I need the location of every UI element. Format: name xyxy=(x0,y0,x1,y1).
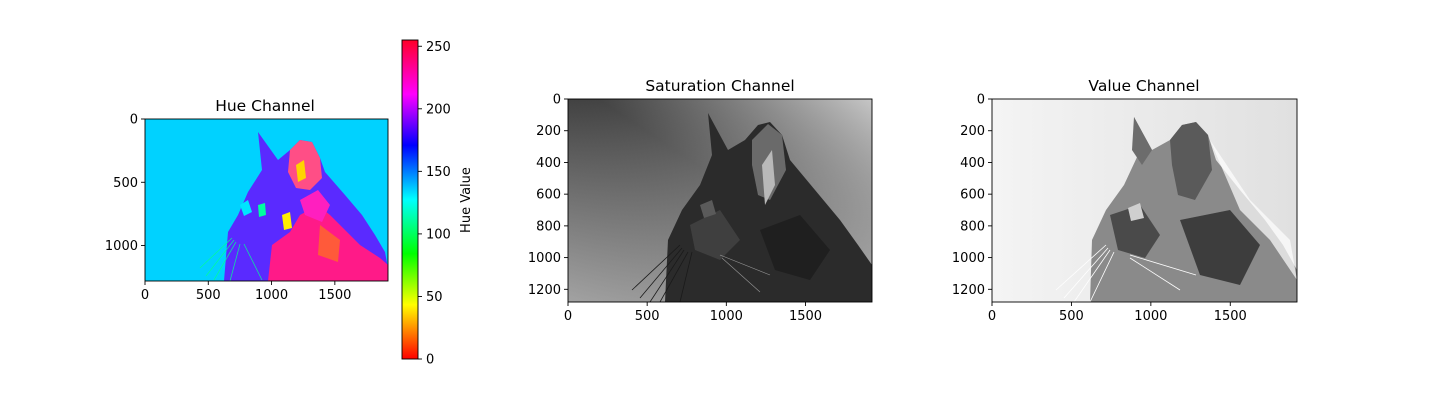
saturation-axes: 0 500 1000 1500 0 200 400 600 800 1000 1200 xyxy=(528,93,822,325)
y-tick-label: 600 xyxy=(536,188,561,203)
y-tick-label: 0 xyxy=(553,93,561,108)
y-tick-label: 0 xyxy=(977,93,985,108)
value-channel-panel: Value Channel 0 500 1000 1500 0 200 400 600 800 1… xyxy=(952,77,1298,325)
colorbar-tick-label: 250 xyxy=(426,40,451,55)
x-tick-label: 0 xyxy=(988,309,996,324)
colorbar-ticks: 0 50 100 150 200 250 xyxy=(418,40,451,368)
hue-panel-title: Hue Channel xyxy=(215,97,315,115)
y-tick-label: 800 xyxy=(960,219,985,234)
x-tick-label: 1000 xyxy=(255,288,288,303)
y-tick-label: 200 xyxy=(960,124,985,139)
colorbar-tick-label: 100 xyxy=(426,227,451,242)
y-tick-label: 1000 xyxy=(105,239,138,254)
value-image xyxy=(992,99,1297,302)
x-tick-label: 1000 xyxy=(710,309,743,324)
saturation-panel-title: Saturation Channel xyxy=(645,77,794,95)
y-tick-label: 600 xyxy=(960,188,985,203)
y-tick-label: 1200 xyxy=(952,283,985,298)
x-tick-label: 0 xyxy=(564,309,572,324)
x-tick-label: 1500 xyxy=(318,288,351,303)
y-tick-label: 1200 xyxy=(528,283,561,298)
y-tick-label: 1000 xyxy=(528,251,561,266)
colorbar-tick-label: 150 xyxy=(426,165,451,180)
y-tick-label: 200 xyxy=(536,124,561,139)
hue-axes: 0 500 1000 1500 0 500 1000 xyxy=(105,113,351,304)
x-tick-label: 500 xyxy=(1059,309,1084,324)
x-tick-label: 0 xyxy=(141,288,149,303)
colorbar-label: Hue Value xyxy=(459,167,474,233)
y-tick-label: 500 xyxy=(113,176,138,191)
y-tick-label: 400 xyxy=(536,156,561,171)
colorbar-tick-label: 50 xyxy=(426,290,443,305)
colorbar-tick-label: 200 xyxy=(426,102,451,117)
hue-colorbar: 0 50 100 150 200 250 Hue Value xyxy=(401,39,474,368)
x-tick-label: 1500 xyxy=(1214,309,1247,324)
hue-image xyxy=(145,119,388,281)
saturation-image xyxy=(568,99,872,302)
y-tick-label: 1000 xyxy=(952,251,985,266)
y-tick-label: 0 xyxy=(130,113,138,128)
x-tick-label: 500 xyxy=(196,288,221,303)
x-tick-label: 1000 xyxy=(1134,309,1167,324)
x-tick-label: 1500 xyxy=(789,309,822,324)
value-panel-title: Value Channel xyxy=(1088,77,1199,95)
value-axes: 0 500 1000 1500 0 200 400 600 800 1000 1200 xyxy=(952,93,1247,325)
y-tick-label: 400 xyxy=(960,156,985,171)
colorbar-gradient xyxy=(402,40,418,359)
x-tick-label: 500 xyxy=(635,309,660,324)
colorbar-tick-label: 0 xyxy=(426,353,434,368)
y-tick-label: 800 xyxy=(536,219,561,234)
